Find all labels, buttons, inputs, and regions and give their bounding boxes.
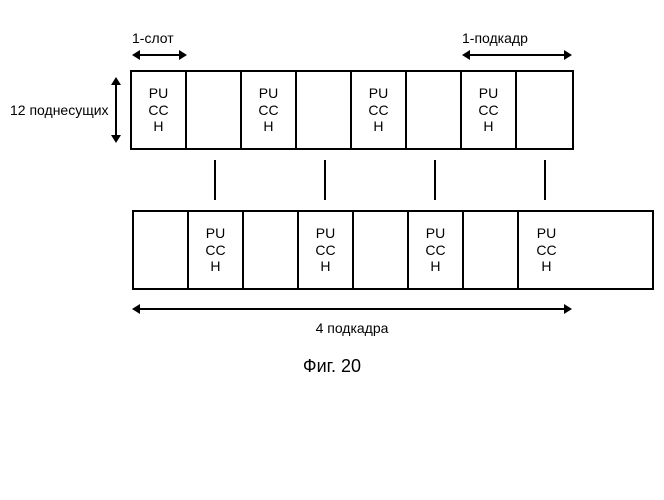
bottom-arrow <box>132 304 572 314</box>
bottom-arrow-group: 4 подкадра <box>132 300 572 336</box>
break-line <box>324 160 326 200</box>
subcarrier-group: 12 поднесущих <box>10 77 130 143</box>
slot-label-group: 1-слот <box>132 30 187 60</box>
pucch-cell: PU CC H <box>132 72 187 148</box>
break-line <box>544 160 546 200</box>
slot-arrow <box>132 50 187 60</box>
cell <box>187 72 242 148</box>
cell <box>517 72 572 148</box>
pucch-cell: PU CC H <box>352 72 407 148</box>
cell <box>354 212 409 288</box>
cell <box>244 212 299 288</box>
break-line <box>434 160 436 200</box>
cell <box>297 72 352 148</box>
subframe-top-label: 1-подкадр <box>462 30 528 46</box>
break-line <box>214 160 216 200</box>
figure-caption: Фиг. 20 <box>10 356 654 377</box>
subcarrier-arrow <box>111 77 121 143</box>
pucch-cell: PU CC H <box>242 72 297 148</box>
subframes-bottom-label: 4 подкадра <box>316 320 389 336</box>
pucch-cell: PU CC H <box>519 212 574 288</box>
cell <box>134 212 189 288</box>
cell <box>464 212 519 288</box>
break-lines <box>132 150 654 210</box>
slot-label: 1-слот <box>132 30 174 46</box>
pucch-cell: PU CC H <box>299 212 354 288</box>
subframe-top-group: 1-подкадр <box>462 30 572 60</box>
pucch-cell: PU CC H <box>462 72 517 148</box>
row2-wrapper: PU CC H PU CC H PU CC H PU CC H <box>132 210 654 290</box>
top-labels: 1-слот 1-подкадр <box>132 30 572 70</box>
row2: PU CC H PU CC H PU CC H PU CC H <box>132 210 654 290</box>
row1: PU CC H PU CC H PU CC H PU CC H <box>130 70 574 150</box>
subframe-top-arrow <box>462 50 572 60</box>
pucch-cell: PU CC H <box>189 212 244 288</box>
cell <box>407 72 462 148</box>
subcarrier-label: 12 поднесущих <box>10 102 109 118</box>
pucch-cell: PU CC H <box>409 212 464 288</box>
row1-wrapper: 12 поднесущих PU CC HPU CC HPU CC HPU CC… <box>10 70 654 150</box>
